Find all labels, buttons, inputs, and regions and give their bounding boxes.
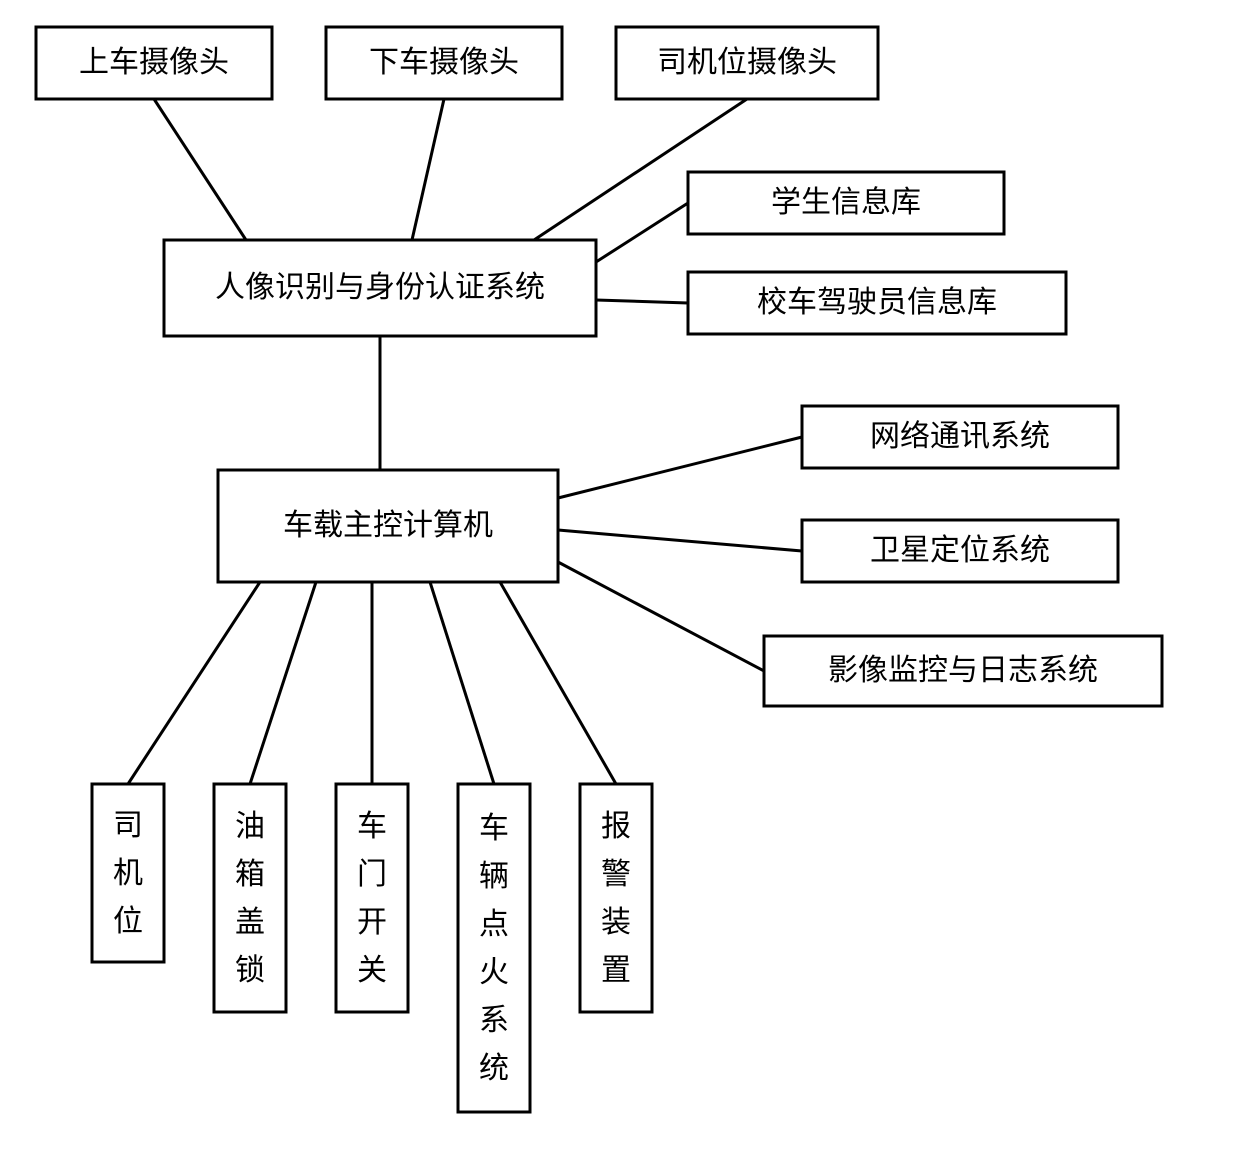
node-label-driver_seat: 司机位 [113, 809, 143, 938]
system-diagram: 上车摄像头 下车摄像头 司机位摄像头学生信息库校车驾驶员信息库 人像识别与身份认证系统… [0, 0, 1240, 1170]
node-label-db_driver: 校车驾驶员信息库 [757, 286, 997, 319]
node-label-main_ctrl: 车载主控计算机 [283, 509, 493, 542]
edge-cam_board-face_id [154, 99, 246, 240]
edge-db_driver-face_id [596, 300, 688, 303]
node-label-db_student: 学生信息库 [771, 186, 921, 219]
node-label-face_id: 人像识别与身份认证系统 [215, 271, 545, 304]
edge-cam_exit-face_id [412, 99, 444, 240]
node-cam_driver: 司机位摄像头 [616, 27, 878, 99]
node-door_switch: 车门开关 [336, 784, 408, 1012]
node-ignition: 车辆点火系统 [458, 784, 530, 1112]
node-label-cam_exit: 下车摄像头 [369, 46, 519, 79]
node-label-video_log: 影像监控与日志系统 [828, 654, 1098, 687]
node-label-cam_board: 上车摄像头 [79, 46, 229, 79]
node-driver_seat: 司机位 [92, 784, 164, 962]
node-main_ctrl: 车载主控计算机 [218, 470, 558, 582]
node-net_comm: 网络通讯系统 [802, 406, 1118, 468]
edge-main_ctrl-alarm [500, 582, 616, 784]
edge-net_comm-main_ctrl [558, 437, 802, 498]
node-cam_exit: 下车摄像头 [326, 27, 562, 99]
node-alarm: 报警装置 [580, 784, 652, 1012]
node-label-cam_driver: 司机位摄像头 [657, 46, 837, 79]
edge-main_ctrl-driver_seat [128, 582, 260, 784]
node-db_student: 学生信息库 [688, 172, 1004, 234]
node-video_log: 影像监控与日志系统 [764, 636, 1162, 706]
node-face_id: 人像识别与身份认证系统 [164, 240, 596, 336]
node-fuel_lock: 油箱盖锁 [214, 784, 286, 1012]
edge-gps-main_ctrl [558, 530, 802, 551]
node-label-net_comm: 网络通讯系统 [870, 420, 1050, 453]
node-cam_board: 上车摄像头 [36, 27, 272, 99]
edge-video_log-main_ctrl [558, 562, 764, 671]
edge-main_ctrl-fuel_lock [250, 582, 316, 784]
nodes-layer: 上车摄像头 下车摄像头 司机位摄像头学生信息库校车驾驶员信息库 人像识别与身份认证系统… [36, 27, 1162, 1112]
node-db_driver: 校车驾驶员信息库 [688, 272, 1066, 334]
edge-main_ctrl-ignition [430, 582, 494, 784]
node-gps: 卫星定位系统 [802, 520, 1118, 582]
node-label-gps: 卫星定位系统 [870, 534, 1050, 567]
edge-db_student-face_id [596, 203, 688, 262]
